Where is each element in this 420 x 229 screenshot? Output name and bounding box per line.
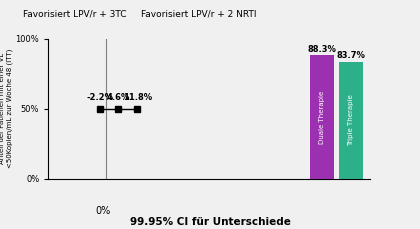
Bar bbox=[310, 55, 334, 179]
Bar bbox=[339, 62, 363, 179]
Text: 11.8%: 11.8% bbox=[123, 93, 152, 102]
Text: 83.7%: 83.7% bbox=[337, 51, 365, 60]
Text: Duale Therapie: Duale Therapie bbox=[319, 90, 325, 144]
Text: 4.6%: 4.6% bbox=[107, 93, 130, 102]
Text: 99.95% CI für Unterschiede: 99.95% CI für Unterschiede bbox=[129, 217, 291, 227]
Text: Favorisiert LPV/r + 3TC: Favorisiert LPV/r + 3TC bbox=[23, 9, 126, 18]
Text: 0%: 0% bbox=[95, 206, 110, 216]
Text: Triple Therapie: Triple Therapie bbox=[348, 94, 354, 146]
Text: -2.2%: -2.2% bbox=[87, 93, 114, 102]
Text: 88.3%: 88.3% bbox=[308, 45, 337, 54]
Y-axis label: Anteil der Patienen mit einer VL
<50Kopien/mL zur Woche 48 (ITT): Anteil der Patienen mit einer VL <50Kopi… bbox=[0, 49, 13, 169]
Text: Favorisiert LPV/r + 2 NRTI: Favorisiert LPV/r + 2 NRTI bbox=[141, 9, 256, 18]
